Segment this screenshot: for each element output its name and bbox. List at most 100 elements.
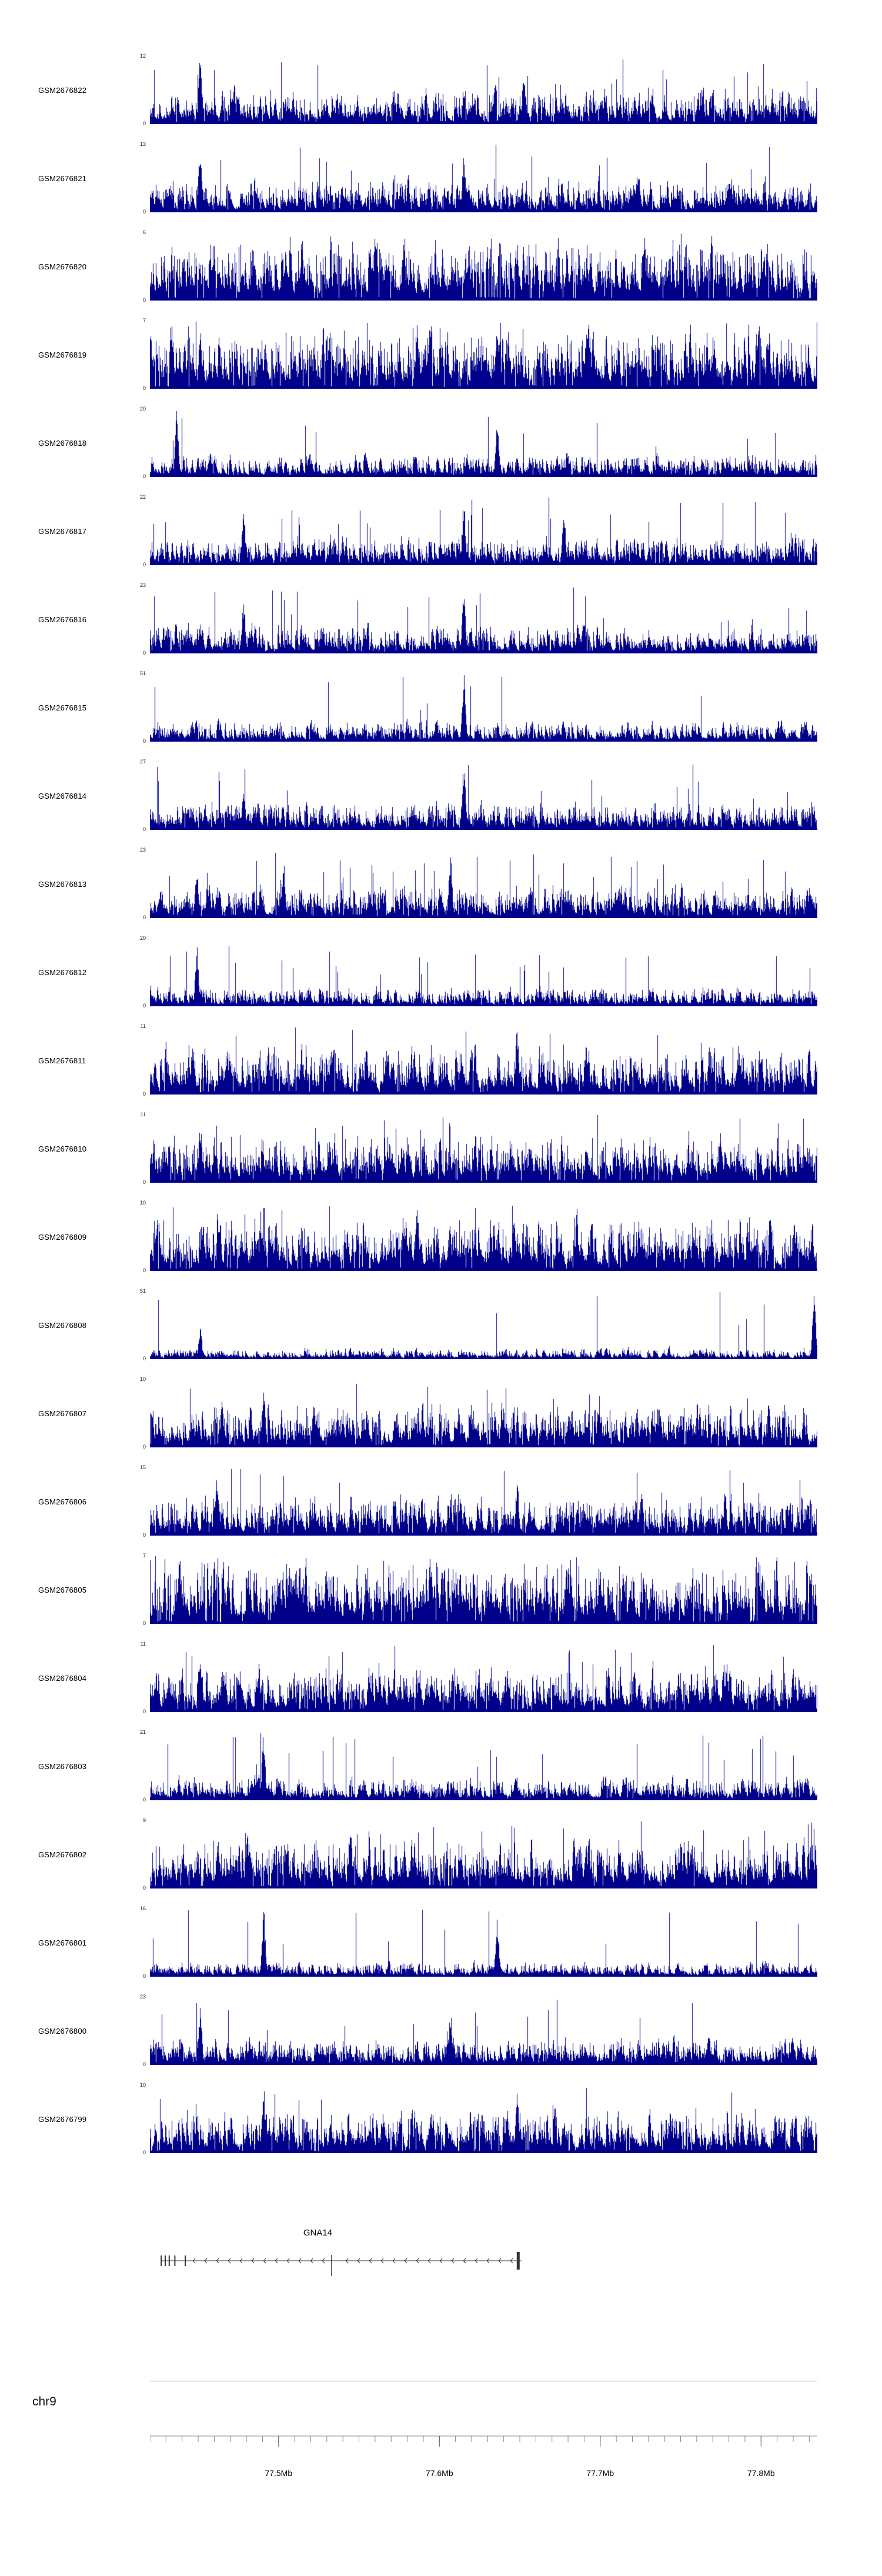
track-label: GSM2676808 [38,1321,87,1330]
y-axis-zero-label: 0 [142,1091,146,1097]
track-label: GSM2676817 [38,527,87,536]
y-axis-max-label: 11 [140,1112,146,1117]
track-label: GSM2676810 [38,1144,87,1153]
track-label: GSM2676819 [38,351,87,359]
coverage-signal-plot [150,321,817,389]
y-axis-max-label: 6 [142,229,146,235]
track-row: GSM2676812 20 0 [0,928,882,1016]
y-axis-max-label: 21 [139,1729,146,1735]
coverage-signal-plot [150,1644,817,1712]
y-axis-zero-label: 0 [142,562,146,568]
y-axis-max-label: 7 [142,318,146,323]
coverage-signal-plot [150,1733,817,1800]
track-row: GSM2676813 23 0 [0,840,882,928]
track-row: GSM2676820 6 0 [0,222,882,311]
y-axis-max-label: 23 [139,582,146,588]
coverage-signal-plot [150,1380,817,1447]
svg-text:77.8Mb: 77.8Mb [747,2468,775,2478]
y-axis-zero-label: 0 [142,1797,146,1803]
gene-model [161,2252,522,2276]
y-axis-zero-label: 0 [142,1267,146,1273]
y-axis-zero-label: 0 [142,1973,146,1979]
track-row: GSM2676822 12 0 [0,46,882,134]
y-axis-max-label: 10 [139,1376,146,1382]
genomic-coordinate-axis: 77.5Mb 77.6Mb 77.7Mb 77.8Mb [150,2435,817,2478]
coverage-signal-plot [150,586,817,653]
track-label: GSM2676806 [38,1497,87,1506]
track-label: GSM2676802 [38,1850,87,1859]
track-row: GSM2676804 11 0 [0,1634,882,1722]
y-axis-max-label: 23 [139,1994,146,2000]
track-label: GSM2676822 [38,86,87,95]
track-row: GSM2676803 21 0 [0,1722,882,1810]
track-label: GSM2676812 [38,968,87,977]
y-axis-zero-label: 0 [142,1620,146,1626]
track-row: GSM2676816 23 0 [0,575,882,663]
y-axis-zero-label: 0 [142,1709,146,1714]
y-axis-max-label: 10 [139,2082,146,2088]
y-axis-max-label: 51 [139,670,146,676]
track-label: GSM2676821 [38,174,87,183]
track-label: GSM2676807 [38,1409,87,1418]
y-axis-max-label: 23 [139,847,146,853]
track-label: GSM2676801 [38,1938,87,1947]
y-axis-max-label: 9 [142,1817,146,1823]
chromosome-label: chr9 [32,2395,56,2408]
track-row: GSM2676810 11 0 [0,1105,882,1193]
y-axis-zero-label: 0 [142,1885,146,1891]
y-axis-max-label: 27 [139,759,146,765]
y-axis-zero-label: 0 [142,2150,146,2155]
coverage-signal-plot [150,850,817,918]
track-row: GSM2676817 22 0 [0,487,882,575]
svg-text:77.5Mb: 77.5Mb [265,2468,292,2478]
y-axis-max-label: 22 [139,494,146,500]
y-axis-max-label: 15 [139,1464,146,1470]
track-row: GSM2676799 10 0 [0,2075,882,2163]
y-axis-max-label: 51 [139,1288,146,1294]
svg-text:77.6Mb: 77.6Mb [426,2468,453,2478]
coverage-signal-plot [150,1556,817,1624]
y-axis-max-label: 16 [139,1906,146,1911]
y-axis-zero-label: 0 [142,1003,146,1009]
y-axis-zero-label: 0 [142,1179,146,1185]
track-row: GSM2676805 7 0 [0,1546,882,1634]
track-label: GSM2676815 [38,703,87,712]
y-axis-max-label: 12 [139,53,146,59]
track-label: GSM2676809 [38,1233,87,1242]
coverage-signal-plot [150,233,817,301]
y-axis-zero-label: 0 [142,385,146,391]
y-axis-zero-label: 0 [142,826,146,832]
track-label: GSM2676813 [38,880,87,889]
track-row: GSM2676808 51 0 [0,1281,882,1369]
y-axis-zero-label: 0 [142,209,146,215]
coverage-tracks-container: GSM2676822 12 0 GSM2676821 13 0 GSM26768… [0,46,882,2163]
y-axis-zero-label: 0 [142,1444,146,1450]
track-label: GSM2676820 [38,262,87,271]
track-row: GSM2676800 23 0 [0,1987,882,2075]
y-axis-zero-label: 0 [142,2061,146,2067]
y-axis-zero-label: 0 [142,1532,146,1538]
y-axis-max-label: 20 [139,935,146,941]
track-row: GSM2676814 27 0 [0,752,882,840]
track-row: GSM2676801 16 0 [0,1898,882,1987]
y-axis-max-label: 20 [139,406,146,412]
track-row: GSM2676819 7 0 [0,311,882,399]
y-axis-zero-label: 0 [142,1356,146,1362]
track-label: GSM2676818 [38,439,87,448]
y-axis-zero-label: 0 [142,915,146,920]
y-axis-zero-label: 0 [142,650,146,656]
track-row: GSM2676811 11 0 [0,1016,882,1105]
track-label: GSM2676799 [38,2115,87,2124]
track-label: GSM2676814 [38,792,87,800]
gene-name-label: GNA14 [303,2228,333,2238]
coverage-signal-plot [150,145,817,212]
track-row: GSM2676802 9 0 [0,1810,882,1898]
coverage-signal-plot [150,1115,817,1183]
track-row: GSM2676806 15 0 [0,1457,882,1546]
svg-text:77.7Mb: 77.7Mb [586,2468,614,2478]
coverage-signal-plot [150,939,817,1006]
y-axis-zero-label: 0 [142,297,146,303]
y-axis-max-label: 11 [140,1023,146,1029]
coverage-signal-plot [150,56,817,124]
coverage-signal-plot [150,1821,817,1888]
